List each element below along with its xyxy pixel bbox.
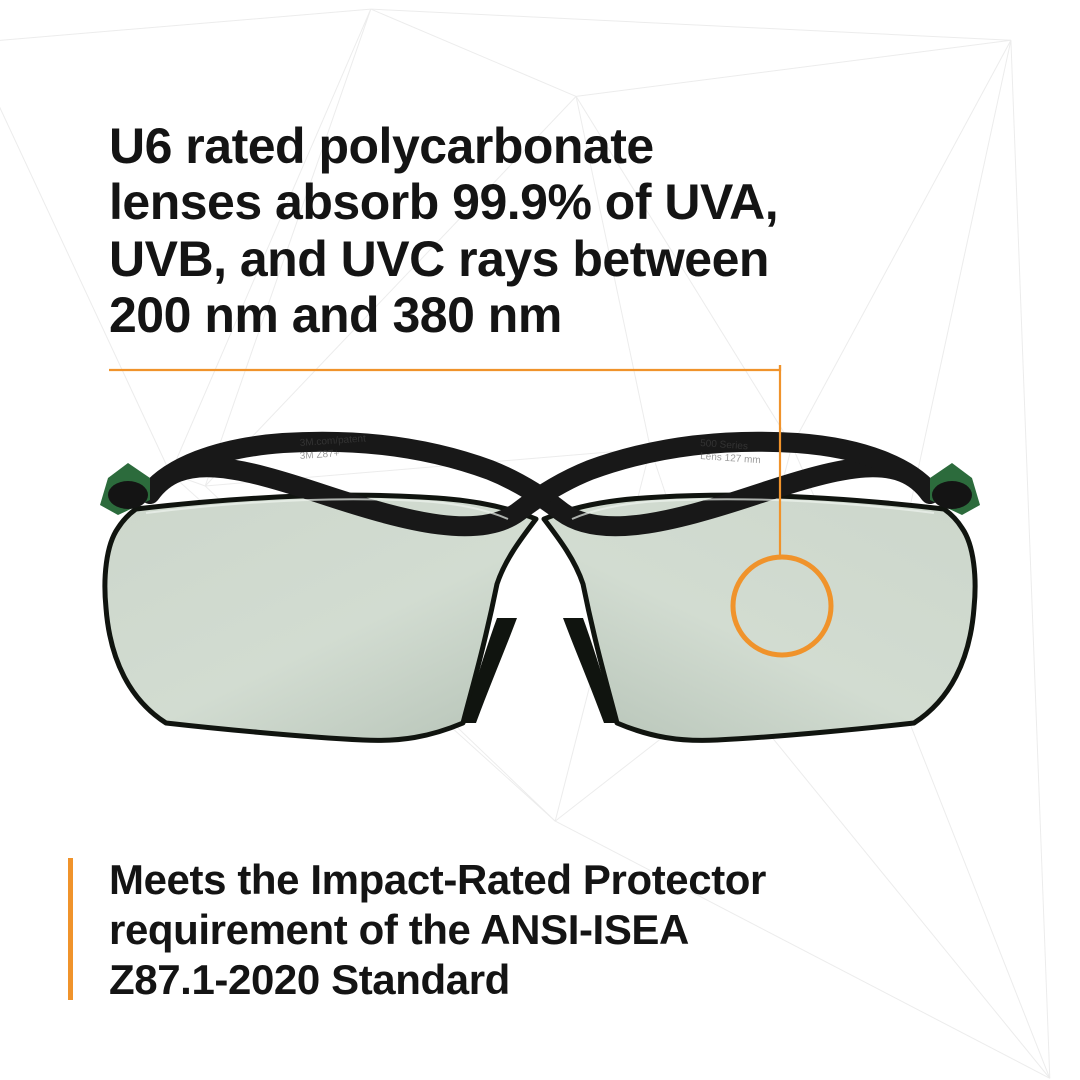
svg-text:Lens 127 mm: Lens 127 mm	[700, 451, 761, 466]
svg-text:3M Z87+: 3M Z87+	[299, 448, 340, 462]
